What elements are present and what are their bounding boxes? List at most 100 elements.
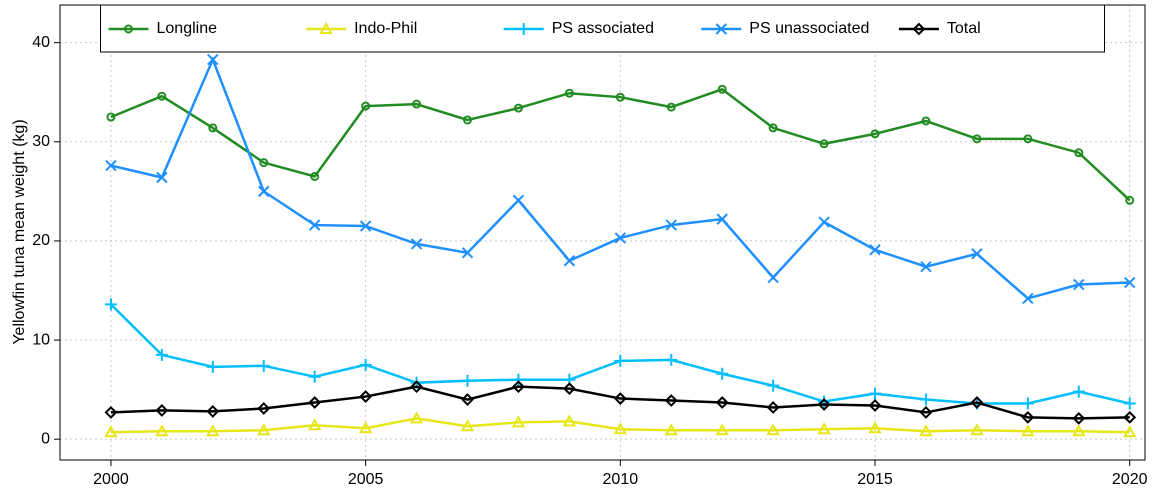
marker (155, 404, 169, 417)
marker (919, 424, 933, 437)
marker (1123, 397, 1136, 410)
legend: Longline Indo-Phil PS associated PS unassoc… (100, 4, 1105, 53)
marker (613, 392, 627, 405)
marker (206, 424, 220, 437)
marker (307, 418, 322, 431)
marker (1072, 424, 1086, 437)
marker (766, 423, 780, 436)
marker (461, 374, 474, 387)
marker (1021, 397, 1034, 410)
marker (717, 84, 727, 94)
marker (1124, 276, 1136, 289)
marker (970, 396, 984, 409)
marker (106, 112, 116, 122)
marker (767, 379, 780, 392)
marker (512, 380, 525, 394)
marker (207, 53, 219, 66)
marker (1072, 385, 1085, 398)
y-tick-label: 0 (41, 430, 50, 447)
marker (310, 171, 320, 181)
marker (818, 216, 830, 228)
marker (919, 393, 932, 406)
marker (410, 238, 423, 250)
series-line (110, 417, 1130, 434)
marker (665, 353, 678, 366)
marker (308, 396, 322, 409)
marker (1021, 410, 1035, 424)
marker (512, 373, 525, 386)
marker (716, 213, 728, 225)
y-tick-label: 30 (32, 133, 50, 150)
marker (1023, 134, 1033, 144)
legend-label: Total (947, 20, 981, 37)
marker (157, 91, 167, 101)
marker (817, 398, 831, 411)
legend-label: PS associated (552, 20, 654, 37)
marker (665, 219, 677, 231)
marker (359, 220, 372, 232)
marker (1022, 292, 1034, 305)
marker (512, 194, 525, 206)
y-tick-label: 40 (32, 34, 50, 51)
series-line (110, 385, 1130, 420)
marker (766, 401, 780, 414)
marker (104, 298, 117, 311)
legend-label: PS unassociated (749, 20, 869, 37)
marker (920, 260, 932, 273)
marker (870, 129, 880, 139)
legend-label: Longline (157, 20, 218, 37)
marker (868, 399, 882, 412)
marker (715, 396, 729, 409)
marker (921, 116, 931, 126)
marker (463, 115, 473, 125)
marker (972, 134, 982, 144)
marker (614, 354, 627, 367)
marker (156, 171, 168, 184)
x-tick-label: 2020 (1112, 471, 1148, 488)
marker (1021, 424, 1035, 437)
marker (715, 23, 728, 35)
marker (1123, 425, 1137, 438)
marker (563, 255, 576, 267)
marker (259, 158, 269, 168)
marker (666, 102, 676, 112)
marker (208, 123, 218, 133)
x-tick-label: 2015 (857, 471, 893, 488)
legend-label: Indo-Phil (354, 20, 417, 37)
marker (155, 424, 169, 437)
marker (869, 387, 882, 400)
marker (615, 92, 625, 102)
marker (562, 382, 576, 396)
marker (768, 123, 778, 133)
marker (361, 101, 371, 111)
marker (409, 411, 424, 424)
marker (564, 88, 574, 98)
marker (716, 367, 729, 380)
marker (257, 359, 270, 372)
marker (410, 380, 423, 394)
marker (257, 423, 271, 436)
marker (206, 360, 219, 373)
series-line (110, 303, 1131, 405)
marker (319, 21, 333, 34)
marker (912, 22, 926, 36)
marker (105, 159, 117, 172)
series-line (110, 87, 1131, 202)
plot-border (59, 4, 1146, 461)
marker (664, 423, 678, 436)
marker (206, 405, 220, 418)
marker (971, 248, 983, 260)
marker (124, 24, 133, 34)
marker (359, 358, 372, 371)
marker (308, 370, 321, 383)
marker (513, 103, 523, 113)
marker (1074, 148, 1084, 158)
marker (1123, 410, 1137, 424)
marker (767, 271, 779, 284)
marker (517, 23, 530, 35)
marker (715, 423, 729, 436)
marker (819, 139, 829, 149)
marker (868, 421, 882, 434)
x-tick-label: 2010 (603, 471, 639, 488)
marker (412, 99, 422, 109)
